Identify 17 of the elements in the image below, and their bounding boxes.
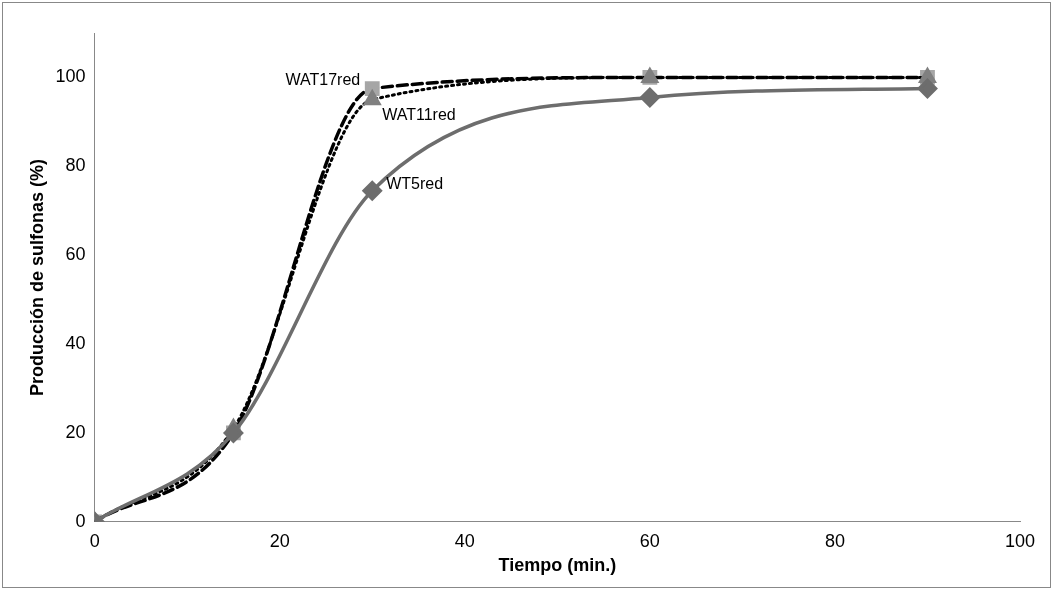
y-axis-title: Producción de sulfonas (%) xyxy=(26,158,47,396)
y-tick-label: 40 xyxy=(65,333,86,354)
x-axis-title: Tiempo (min.) xyxy=(498,555,617,576)
y-tick-label: 60 xyxy=(65,244,86,265)
series-label: WAT17red xyxy=(285,70,361,88)
x-tick-label: 80 xyxy=(824,530,845,551)
x-tick-label: 40 xyxy=(454,530,475,551)
series-label: WAT11red xyxy=(382,106,456,124)
y-tick-label: 0 xyxy=(75,510,86,531)
x-tick-label: 0 xyxy=(89,530,100,551)
y-tick-label: 80 xyxy=(65,155,86,176)
x-tick-label: 60 xyxy=(639,530,660,551)
series-label: WT5red xyxy=(386,175,444,193)
x-tick-label: 20 xyxy=(269,530,290,551)
y-tick-label: 100 xyxy=(55,66,86,87)
y-tick-label: 20 xyxy=(65,421,86,442)
x-tick-label: 100 xyxy=(1004,530,1036,551)
